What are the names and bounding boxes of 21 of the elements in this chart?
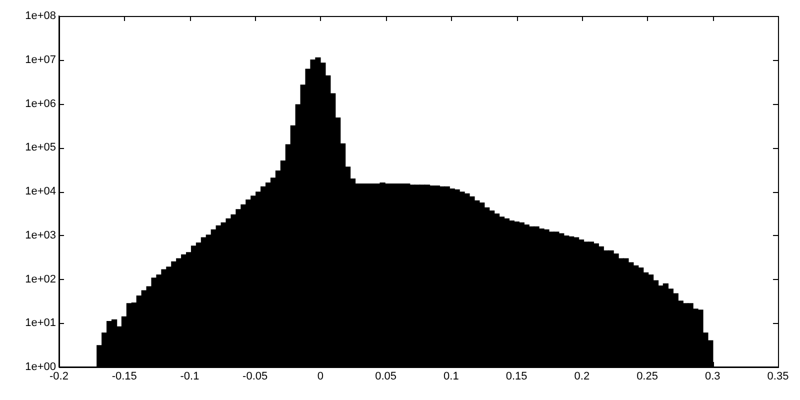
x-tick-label: 0.25 — [636, 370, 658, 383]
x-tick-label: 0.15 — [506, 370, 528, 383]
y-tick-label: 1e+04 — [25, 186, 56, 198]
x-tick-label: 0.1 — [444, 370, 459, 383]
x-tick-label: -0.2 — [50, 370, 68, 383]
y-tick-label: 1e+00 — [25, 361, 56, 374]
y-tick-label: 1e+08 — [25, 10, 56, 22]
x-tick-label: -0.1 — [180, 370, 200, 383]
x-tick-label: 0.2 — [574, 370, 590, 383]
y-tick-label: 1e+07 — [25, 54, 56, 66]
y-tick-label: 1e+02 — [25, 273, 56, 286]
y-tick-label: 1e+01 — [25, 317, 56, 330]
x-tick-label: 0.3 — [704, 370, 720, 383]
x-tick-label: 0 — [317, 370, 324, 383]
y-tick-label: 1e+06 — [25, 98, 56, 110]
x-tick-label: 0.35 — [767, 370, 789, 383]
x-tick-label: 0.05 — [375, 370, 397, 383]
x-tick-label: -0.15 — [112, 370, 137, 383]
y-tick-label: 1e+03 — [25, 229, 56, 242]
x-tick-label: -0.05 — [242, 370, 268, 383]
y-tick-label: 1e+05 — [25, 142, 56, 154]
